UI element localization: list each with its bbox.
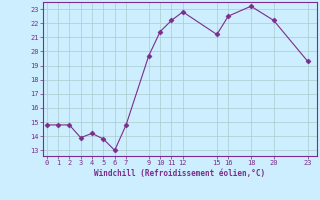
X-axis label: Windchill (Refroidissement éolien,°C): Windchill (Refroidissement éolien,°C) [94, 169, 266, 178]
